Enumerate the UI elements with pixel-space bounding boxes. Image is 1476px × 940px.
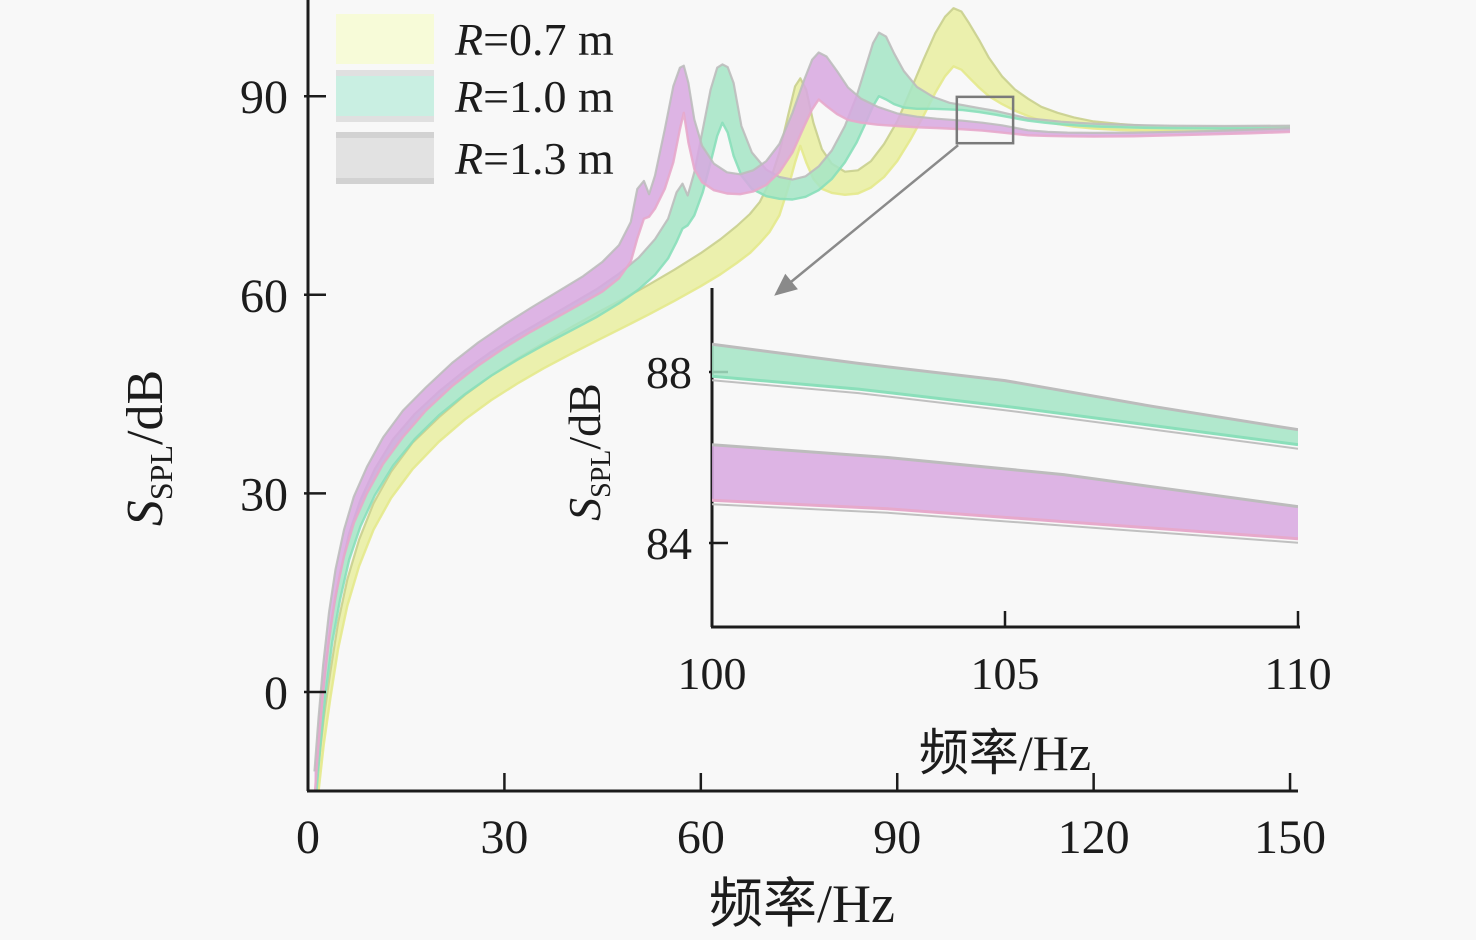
main-plot-area: [313, 7, 1291, 790]
inset-band-r-1-0: [712, 342, 1298, 450]
main-y-axis-label: SSPL/dB: [117, 370, 179, 526]
band-fill-r-1-0: [315, 32, 1290, 790]
inset-x-tick-label: 100: [678, 648, 747, 699]
main-y-tick-label: 30: [240, 468, 288, 521]
inset-x-tick-label: 105: [971, 648, 1040, 699]
inset-y-tick-label: 88: [646, 347, 692, 398]
inset-y-tick-label: 84: [646, 518, 692, 569]
main-x-tick-label: 30: [480, 811, 528, 864]
inset-band-lower-edge-r-1-0: [712, 374, 1298, 447]
inset-band-r-1-3: [712, 443, 1298, 544]
legend-label: R=1.3 m: [454, 133, 614, 184]
main-y-tick-label: 90: [240, 71, 288, 124]
legend-swatch: [336, 138, 434, 178]
band-lower-edge-r-1-0: [315, 95, 1290, 790]
main-x-tick-label: 150: [1254, 811, 1326, 864]
main-x-axis-label: 频率/Hz: [709, 874, 895, 934]
inset-y-axis-label: SSPL/dB: [559, 383, 617, 521]
series-band-r-1-3: [313, 51, 1291, 790]
legend-label: R=1.0 m: [454, 71, 614, 122]
inset-band-upper-edge-r-1-3: [712, 443, 1298, 509]
inset-plot-area: [712, 342, 1298, 544]
zoom-arrow: [774, 144, 959, 296]
legend-label: R=0.7 m: [454, 14, 614, 65]
main-x-tick-label: 90: [873, 811, 921, 864]
main-x-tick-label: 60: [677, 811, 725, 864]
inset-band-fill-r-1-0: [712, 344, 1298, 445]
inset-x-axis-label: 频率/Hz: [919, 725, 1091, 781]
legend-swatch: [336, 14, 434, 64]
band-lower-edge-r-1-3: [313, 98, 1291, 790]
band-upper-edge-r-1-3: [313, 51, 1291, 772]
legend: R=0.7 m R=1.0 m R=1.3 m: [336, 14, 614, 184]
main-x-tick-label: 0: [296, 811, 320, 864]
main-x-tick-label: 120: [1058, 811, 1130, 864]
inset-x-tick-label: 110: [1264, 648, 1331, 699]
inset-band-gray-strand-r-1-0: [712, 379, 1298, 450]
legend-swatch: [336, 76, 434, 116]
inset-band-gray-strand-r-1-3: [712, 503, 1298, 544]
main-y-tick-label: 0: [264, 667, 288, 720]
main-y-tick-label: 60: [240, 270, 288, 323]
zoom-rect: [955, 95, 1015, 145]
band-lower-edge-r-0-7: [317, 65, 1291, 790]
inset-band-lower-edge-r-1-3: [712, 498, 1298, 541]
inset-band-fill-r-1-3: [712, 444, 1298, 539]
inset-band-upper-edge-r-1-0: [712, 342, 1298, 432]
